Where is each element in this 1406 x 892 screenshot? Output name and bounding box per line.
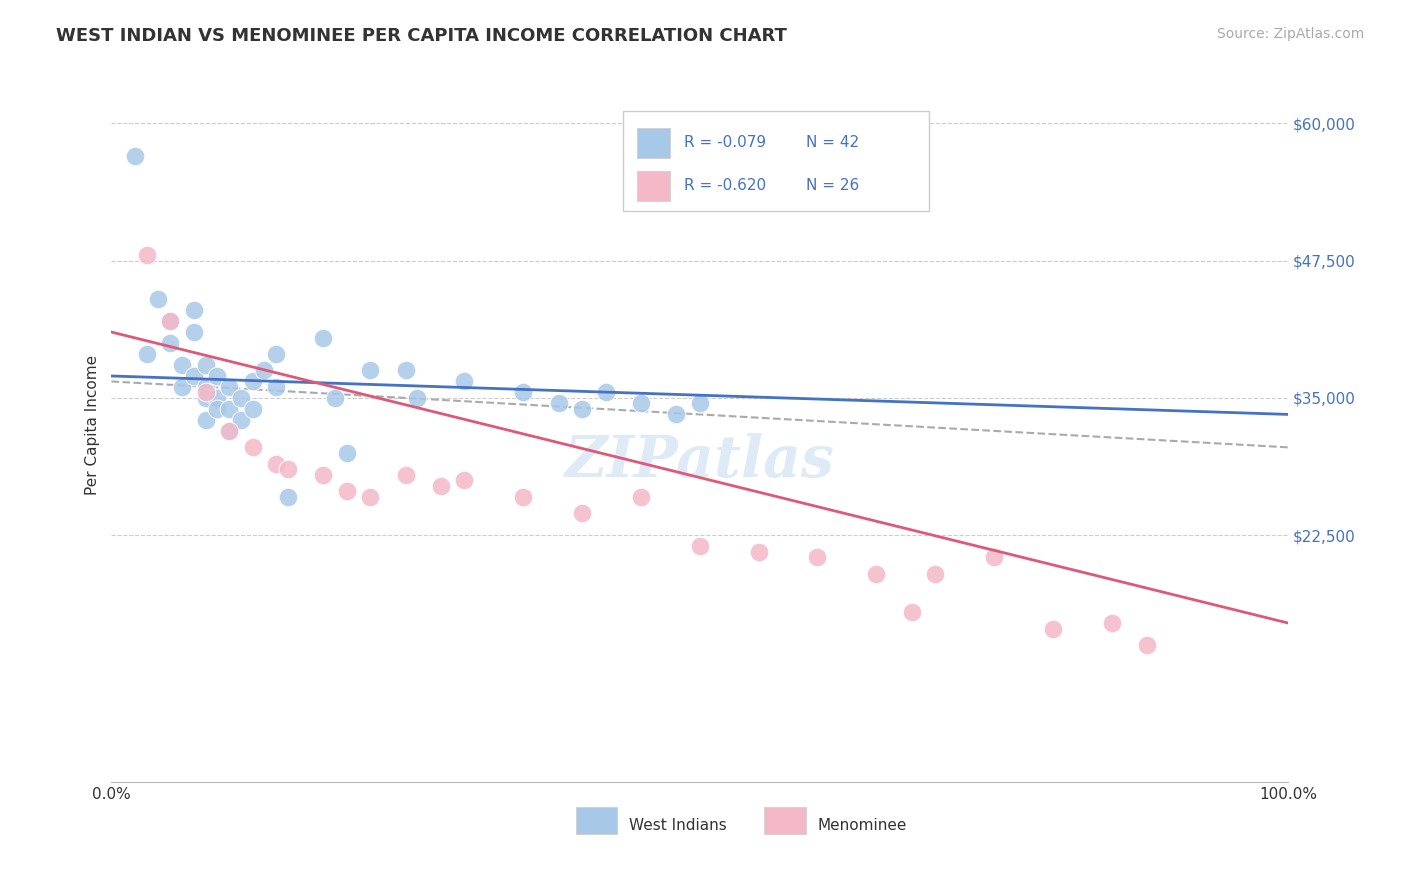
Y-axis label: Per Capita Income: Per Capita Income xyxy=(86,355,100,495)
Point xyxy=(194,391,217,405)
Point xyxy=(253,363,276,377)
Point xyxy=(242,441,264,455)
Point xyxy=(264,347,287,361)
Point xyxy=(183,325,205,339)
Point xyxy=(264,457,287,471)
Point xyxy=(277,462,299,476)
Text: R = -0.079: R = -0.079 xyxy=(685,136,766,150)
Bar xyxy=(765,807,806,834)
Point xyxy=(218,401,240,416)
Text: West Indians: West Indians xyxy=(628,818,727,832)
Point xyxy=(229,413,252,427)
Point xyxy=(170,380,193,394)
Point xyxy=(194,358,217,372)
Point xyxy=(630,490,652,504)
Point xyxy=(512,490,534,504)
Point xyxy=(1101,615,1123,630)
Point xyxy=(194,413,217,427)
Point xyxy=(806,550,828,565)
Bar xyxy=(637,128,671,158)
Point xyxy=(207,391,229,405)
Point xyxy=(394,467,416,482)
Bar xyxy=(623,112,929,211)
Text: N = 26: N = 26 xyxy=(806,178,859,193)
Point xyxy=(571,401,593,416)
Point xyxy=(453,375,475,389)
Point xyxy=(135,347,157,361)
Point xyxy=(312,330,335,344)
Point xyxy=(453,473,475,487)
Point xyxy=(194,380,217,394)
Point xyxy=(159,314,181,328)
Point xyxy=(665,408,688,422)
Point xyxy=(689,396,711,410)
Point xyxy=(264,380,287,394)
Point xyxy=(194,385,217,400)
Text: Menominee: Menominee xyxy=(817,818,907,832)
Point xyxy=(595,385,617,400)
Bar xyxy=(576,807,617,834)
Point xyxy=(394,363,416,377)
Point xyxy=(207,401,229,416)
Point xyxy=(159,336,181,351)
Point xyxy=(1136,638,1159,652)
Point xyxy=(359,363,381,377)
Point xyxy=(124,149,146,163)
Text: Source: ZipAtlas.com: Source: ZipAtlas.com xyxy=(1216,27,1364,41)
Point xyxy=(748,544,770,558)
Point xyxy=(406,391,429,405)
Point xyxy=(277,490,299,504)
Point xyxy=(1042,622,1064,636)
Point xyxy=(547,396,569,410)
Point xyxy=(359,490,381,504)
Point xyxy=(336,446,359,460)
Text: WEST INDIAN VS MENOMINEE PER CAPITA INCOME CORRELATION CHART: WEST INDIAN VS MENOMINEE PER CAPITA INCO… xyxy=(56,27,787,45)
Point xyxy=(323,391,346,405)
Point xyxy=(218,424,240,438)
Text: R = -0.620: R = -0.620 xyxy=(685,178,766,193)
Point xyxy=(207,368,229,383)
Point xyxy=(512,385,534,400)
Point xyxy=(900,605,922,619)
Point xyxy=(630,396,652,410)
Point xyxy=(170,358,193,372)
Point xyxy=(229,391,252,405)
Point xyxy=(983,550,1005,565)
Point xyxy=(183,303,205,318)
Point xyxy=(242,375,264,389)
Point xyxy=(430,479,453,493)
Point xyxy=(924,566,946,581)
Point xyxy=(865,566,887,581)
Bar xyxy=(637,170,671,201)
Text: N = 42: N = 42 xyxy=(806,136,859,150)
Text: ZIPatlas: ZIPatlas xyxy=(565,433,835,490)
Point xyxy=(159,314,181,328)
Point xyxy=(312,467,335,482)
Point xyxy=(183,368,205,383)
Point xyxy=(689,539,711,553)
Point xyxy=(218,424,240,438)
Point xyxy=(218,380,240,394)
Point xyxy=(242,401,264,416)
Point xyxy=(148,292,170,306)
Point xyxy=(571,506,593,520)
Point xyxy=(336,484,359,499)
Point xyxy=(135,248,157,262)
